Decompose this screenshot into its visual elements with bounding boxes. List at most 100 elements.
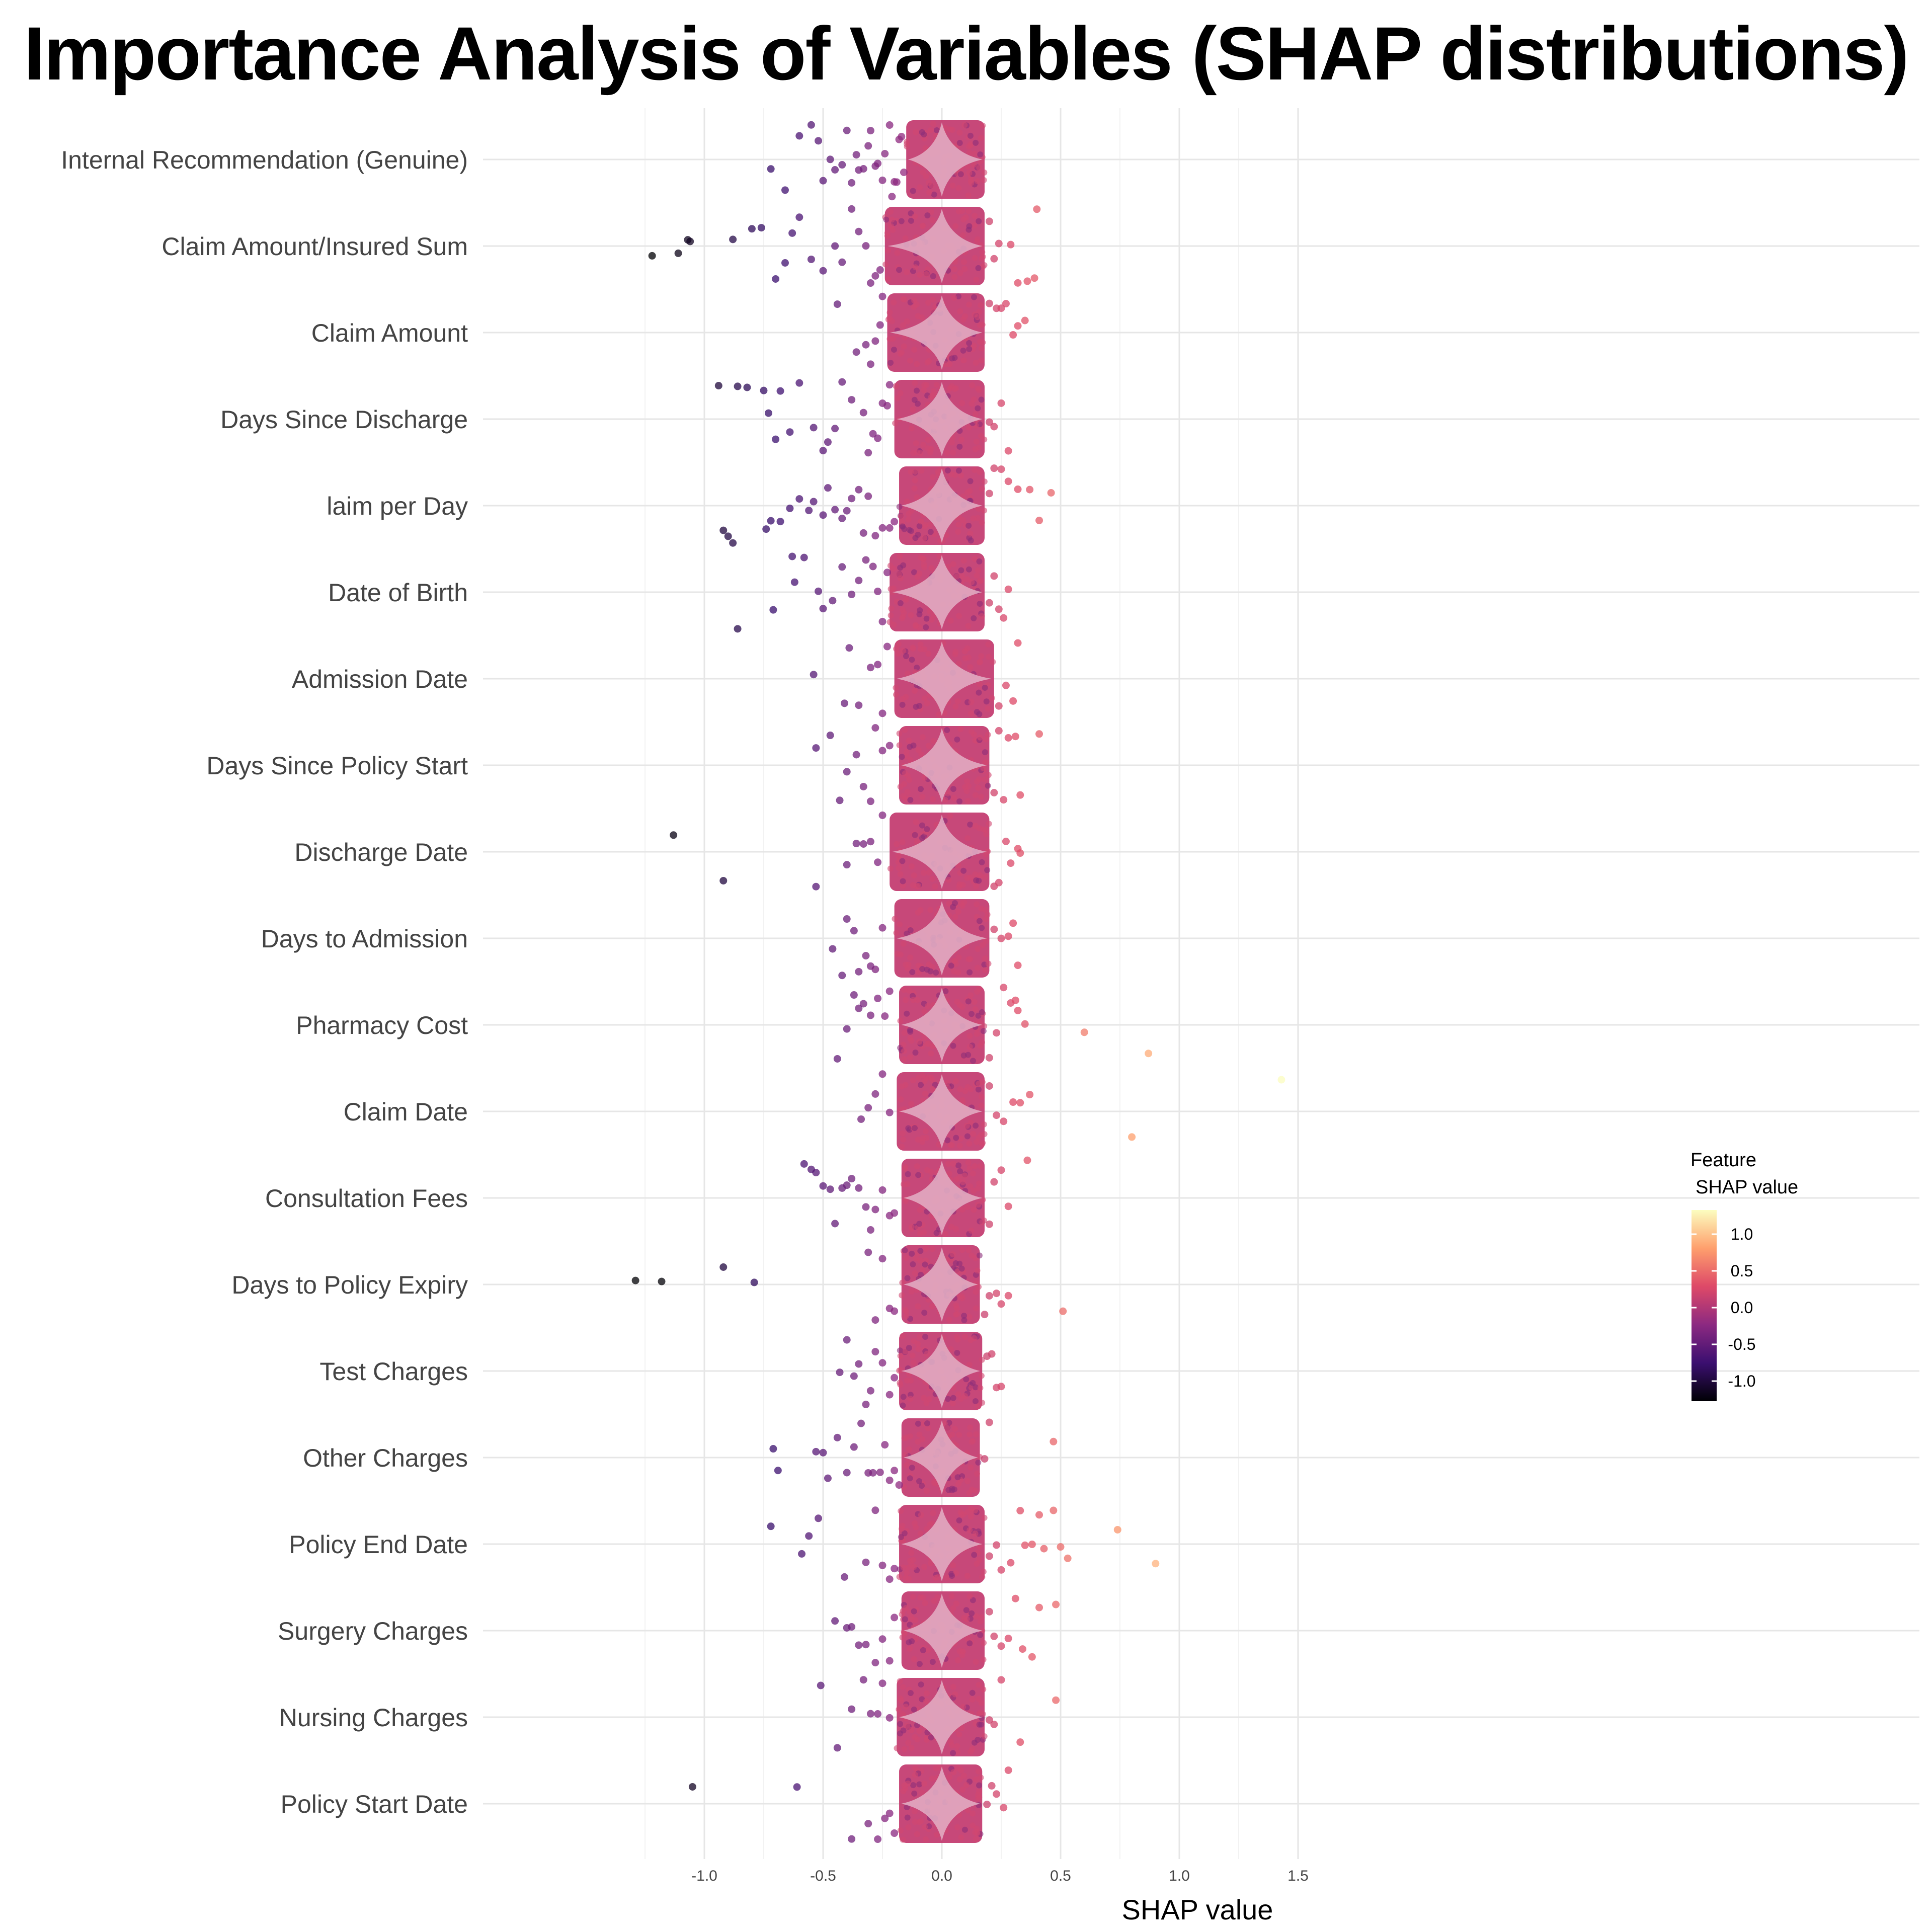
shap-point xyxy=(967,141,974,147)
shap-point xyxy=(975,515,981,521)
shap-point xyxy=(916,1334,923,1340)
shap-point xyxy=(916,1221,923,1227)
shap-point xyxy=(952,223,959,229)
shap-point xyxy=(902,770,908,777)
shap-outlier-point xyxy=(878,1070,887,1078)
shap-point xyxy=(977,151,984,157)
shap-point xyxy=(952,1260,959,1266)
shap-point xyxy=(968,1337,974,1343)
shap-outlier-point xyxy=(857,1115,865,1123)
shap-point xyxy=(948,355,955,362)
shap-point xyxy=(979,1614,985,1621)
shap-point xyxy=(897,1380,903,1386)
shap-outlier-point xyxy=(883,569,891,577)
shap-point xyxy=(975,506,982,512)
shap-outlier-point xyxy=(748,225,756,233)
shap-point xyxy=(929,1776,935,1782)
shap-point xyxy=(968,1011,975,1017)
shap-violin xyxy=(901,1766,981,1841)
shap-point xyxy=(903,1605,909,1612)
shap-point xyxy=(977,872,983,878)
shap-outlier-point xyxy=(864,1248,872,1256)
shap-point xyxy=(966,1314,973,1320)
shap-point xyxy=(973,139,979,146)
shap-point xyxy=(896,1367,903,1374)
shap-point xyxy=(922,1261,928,1268)
data-layer xyxy=(631,120,1285,1843)
shap-point xyxy=(964,874,971,881)
shap-point xyxy=(932,1574,939,1581)
shap-outlier-point xyxy=(1021,316,1029,325)
shap-outlier-point xyxy=(781,259,789,267)
shap-point xyxy=(974,1471,980,1477)
shap-point xyxy=(901,610,907,616)
shap-outlier-point xyxy=(886,1391,894,1399)
shap-point xyxy=(942,988,949,994)
shap-point xyxy=(909,657,915,663)
shap-point xyxy=(901,526,908,532)
shap-point xyxy=(924,1350,930,1357)
shap-violin xyxy=(901,1334,981,1408)
shap-point xyxy=(910,644,916,651)
shap-point xyxy=(919,835,925,841)
shap-point xyxy=(968,180,975,186)
shap-outlier-point xyxy=(869,1469,877,1477)
shap-point xyxy=(956,1431,962,1438)
shap-point xyxy=(905,516,912,523)
shap-point xyxy=(917,607,923,613)
shap-point xyxy=(977,1632,984,1638)
shap-point xyxy=(907,1396,914,1402)
shap-point xyxy=(976,918,983,924)
shap-outlier-point xyxy=(658,1277,666,1285)
shap-outlier-point xyxy=(1007,240,1015,249)
axis-labels: -1.0 -0.5 0.0 0.5 1.0 1.5 Internal Recommendat… xyxy=(61,146,1309,1884)
shap-point xyxy=(965,1159,972,1166)
shap-point xyxy=(933,127,940,133)
shap-point xyxy=(925,1647,931,1654)
shap-point xyxy=(972,1530,979,1537)
shap-point xyxy=(906,777,913,783)
shap-point xyxy=(904,1275,911,1281)
shap-outlier-point xyxy=(843,915,851,923)
shap-outlier-point xyxy=(688,1783,696,1791)
shap-point xyxy=(965,566,972,573)
shap-point xyxy=(902,1247,908,1253)
shap-point xyxy=(949,1485,955,1492)
shap-outlier-point xyxy=(800,1160,808,1168)
shap-point xyxy=(884,276,891,283)
chart-title: Importance Analysis of Variables (SHAP d… xyxy=(24,11,1909,96)
shap-point xyxy=(930,121,936,127)
shap-point xyxy=(932,1765,939,1772)
shap-point xyxy=(974,178,981,185)
shap-outlier-point xyxy=(878,709,887,717)
shap-point xyxy=(958,436,964,443)
shap-point xyxy=(912,213,918,220)
shap-outlier-point xyxy=(874,434,882,442)
feature-row xyxy=(857,1070,1285,1151)
shap-outlier-point xyxy=(871,1205,879,1214)
shap-point xyxy=(900,940,907,947)
shap-point xyxy=(945,1396,951,1402)
shap-point xyxy=(929,1246,936,1252)
shap-point xyxy=(907,1054,913,1061)
shap-point xyxy=(960,259,967,265)
shap-point xyxy=(979,1009,985,1015)
feature-row xyxy=(829,899,1022,980)
shap-point xyxy=(908,1101,915,1107)
shap-point xyxy=(979,613,985,619)
shap-point xyxy=(915,910,921,916)
shap-point xyxy=(971,615,977,621)
shap-outlier-point xyxy=(1004,1292,1012,1300)
shap-point xyxy=(919,223,926,229)
shap-outlier-point xyxy=(1035,1603,1043,1612)
shap-point xyxy=(911,1125,918,1132)
shap-point xyxy=(914,1831,920,1837)
shap-point xyxy=(920,442,927,448)
shap-point xyxy=(966,1141,973,1147)
shap-point xyxy=(951,266,957,273)
shap-outlier-point xyxy=(810,498,818,506)
shap-outlier-point xyxy=(866,1011,874,1019)
shap-point xyxy=(979,249,986,256)
shap-outlier-point xyxy=(985,299,993,307)
shap-outlier-point xyxy=(850,991,858,999)
